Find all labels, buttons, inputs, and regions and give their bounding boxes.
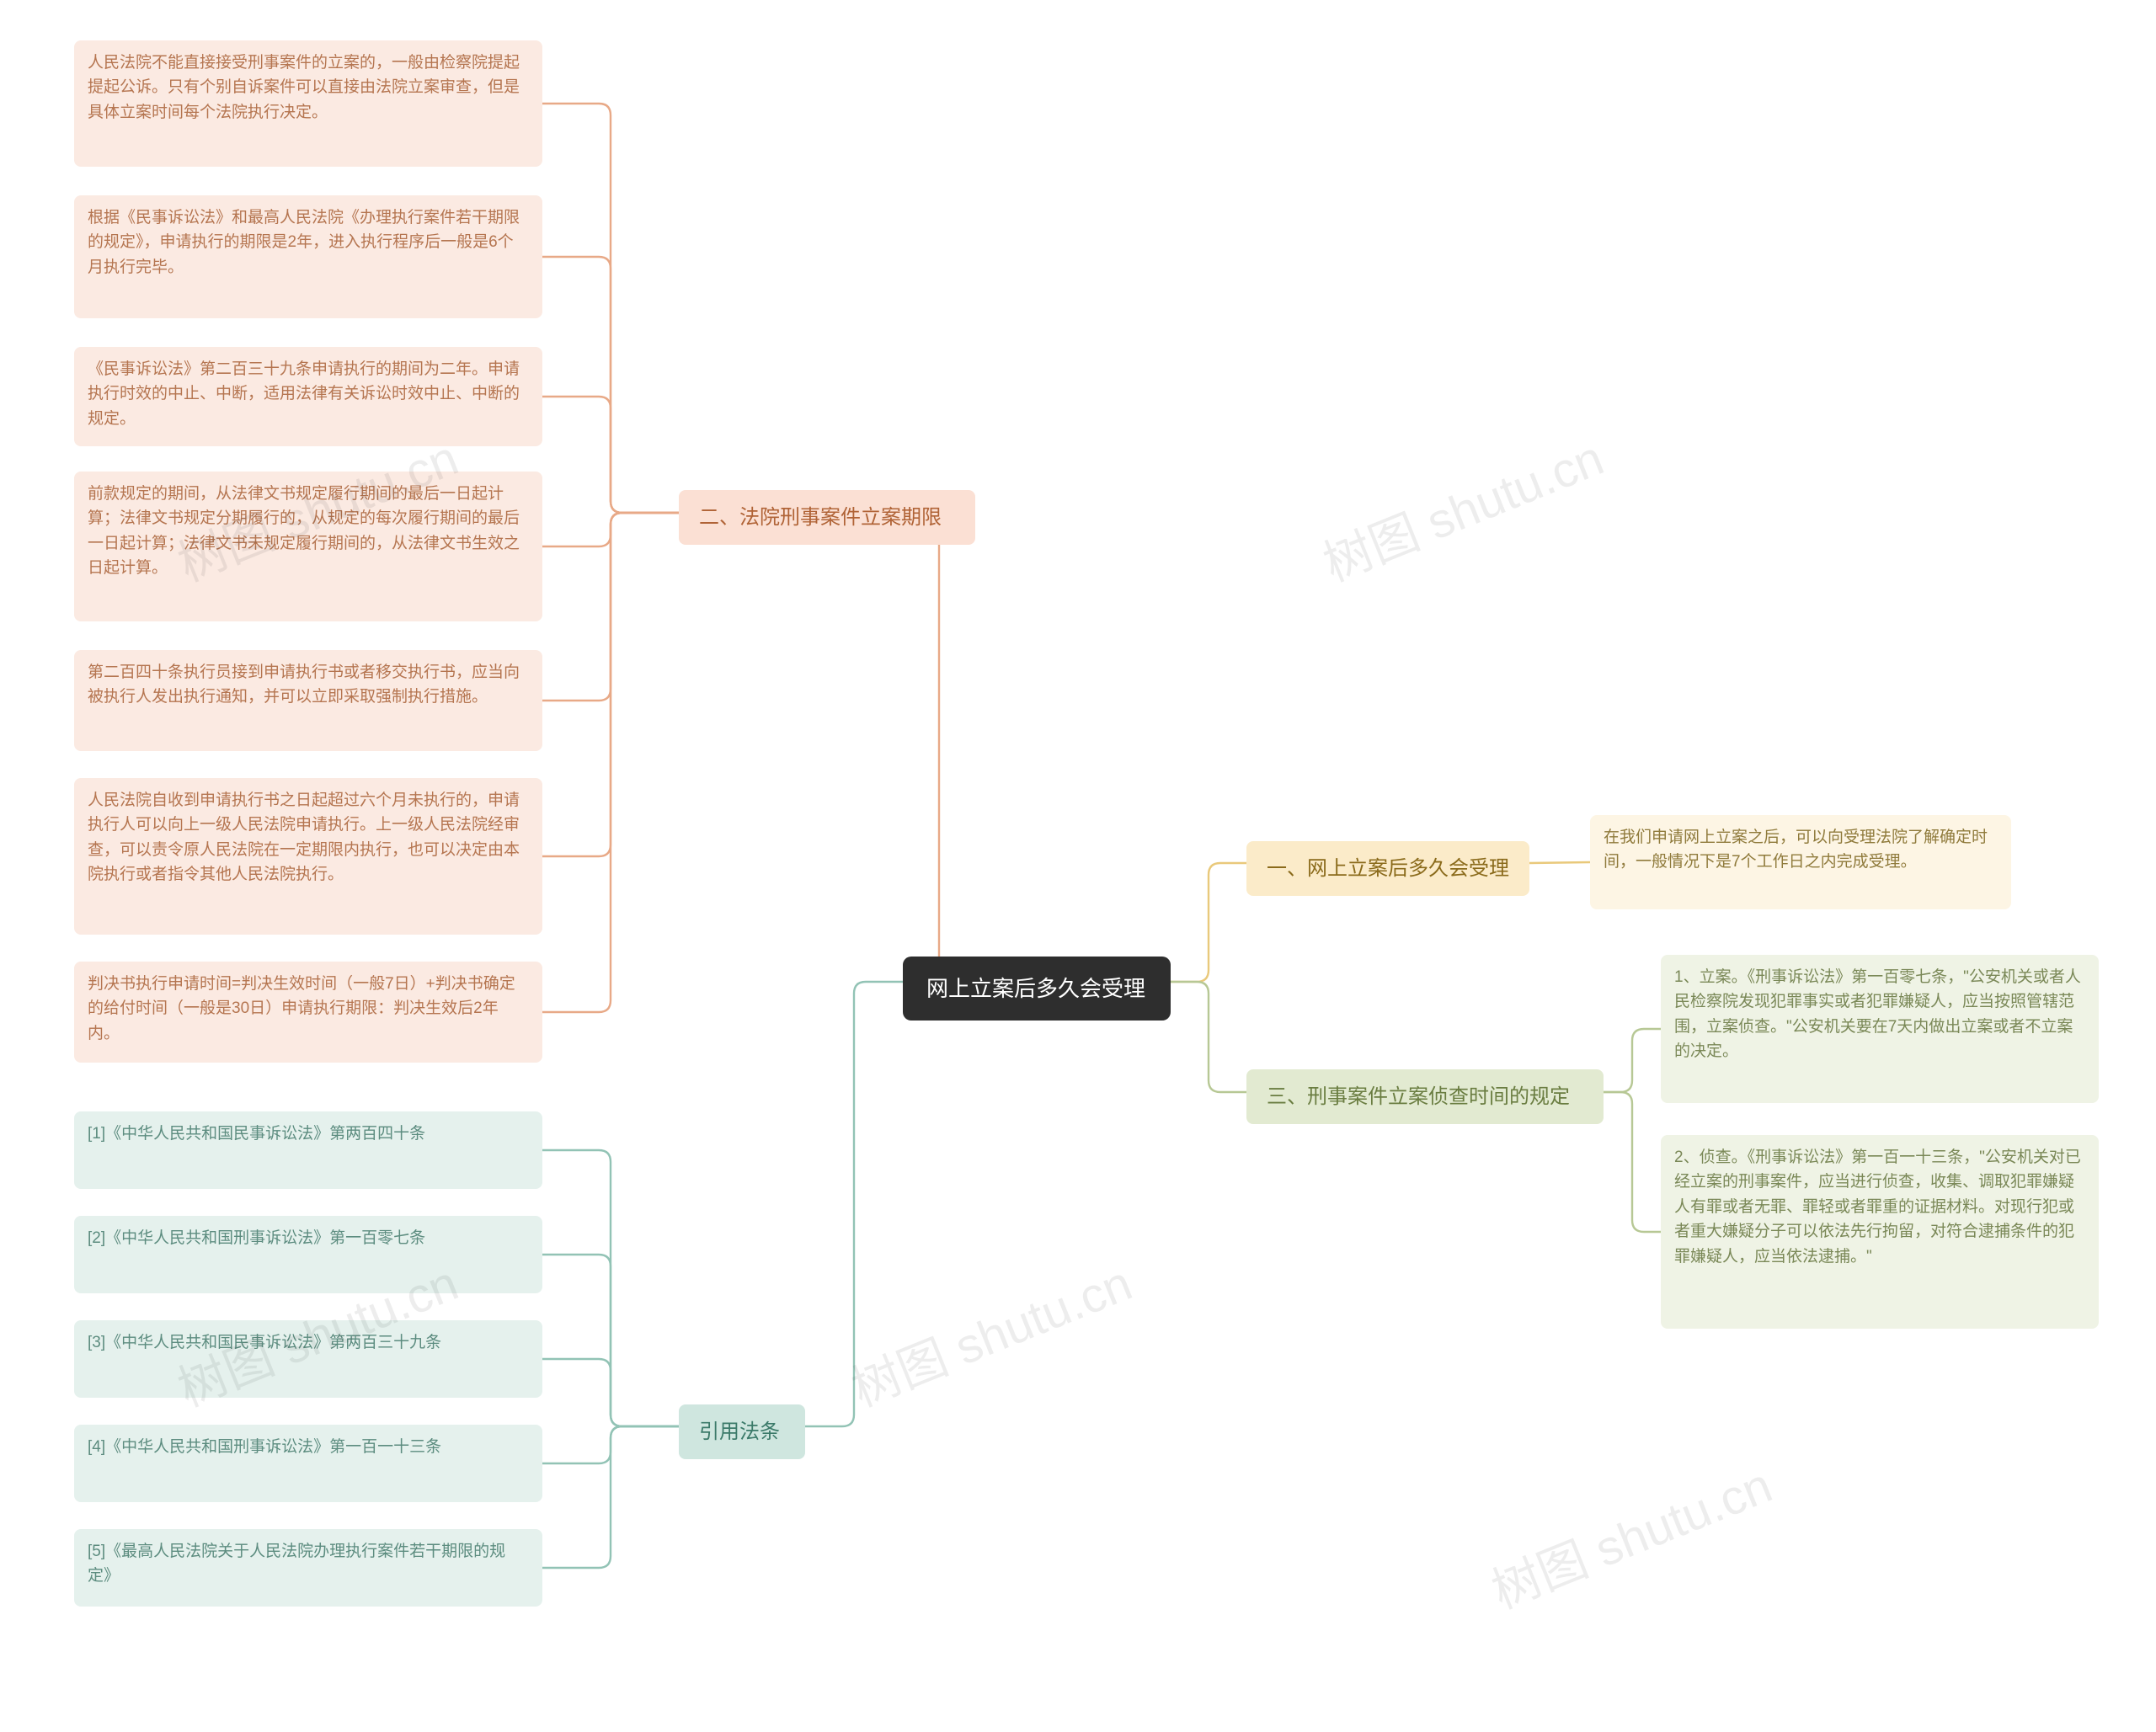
branch-node-b2: 二、法院刑事案件立案期限: [679, 490, 975, 545]
connector: [542, 104, 679, 513]
connector: [542, 1255, 679, 1426]
leaf-node: [1]《中华人民共和国民事诉讼法》第两百四十条: [74, 1111, 542, 1189]
watermark: 树图 shutu.cn: [1480, 1446, 1780, 1623]
leaf-node: 前款规定的期间，从法律文书规定履行期间的最后一日起计算；法律文书规定分期履行的，…: [74, 472, 542, 621]
connector: [542, 513, 679, 1012]
connector: [542, 257, 679, 513]
branch-node-b4: 引用法条: [679, 1404, 805, 1459]
connector: [542, 513, 679, 546]
leaf-node: 《民事诉讼法》第二百三十九条申请执行的期间为二年。申请执行时效的中止、中断，适用…: [74, 347, 542, 446]
connector: [1529, 862, 1590, 863]
connector: [542, 513, 679, 856]
connector: [542, 1426, 679, 1463]
leaf-node: 第二百四十条执行员接到申请执行书或者移交执行书，应当向被执行人发出执行通知，并可…: [74, 650, 542, 751]
connector: [542, 1359, 679, 1426]
leaf-node: [5]《最高人民法院关于人民法院办理执行案件若干期限的规定》: [74, 1529, 542, 1607]
connector: [805, 982, 903, 1426]
connector: [1171, 863, 1246, 982]
connector: [542, 513, 679, 701]
connector: [1604, 1092, 1661, 1232]
leaf-node: 人民法院不能直接接受刑事案件的立案的，一般由检察院提起提起公诉。只有个别自诉案件…: [74, 40, 542, 167]
leaf-node: [2]《中华人民共和国刑事诉讼法》第一百零七条: [74, 1216, 542, 1293]
connector: [542, 1150, 679, 1426]
watermark: 树图 shutu.cn: [1311, 418, 1612, 595]
connector: [1171, 982, 1246, 1092]
leaf-node: 根据《民事诉讼法》和最高人民法院《办理执行案件若干期限的规定》，申请执行的期限是…: [74, 195, 542, 318]
leaf-node: 判决书执行申请时间=判决生效时间（一般7日）+判决书确定的给付时间（一般是30日…: [74, 962, 542, 1063]
center-node: 网上立案后多久会受理: [903, 957, 1171, 1021]
leaf-node: 2、侦查。《刑事诉讼法》第一百一十三条，"公安机关对已经立案的刑事案件，应当进行…: [1661, 1135, 2099, 1329]
connector: [542, 1426, 679, 1568]
leaf-node: 在我们申请网上立案之后，可以向受理法院了解确定时间，一般情况下是7个工作日之内完…: [1590, 815, 2011, 909]
connector: [903, 513, 975, 982]
watermark: 树图 shutu.cn: [840, 1244, 1140, 1420]
branch-node-b1: 一、网上立案后多久会受理: [1246, 841, 1529, 896]
branch-node-b3: 三、刑事案件立案侦查时间的规定: [1246, 1069, 1604, 1124]
leaf-node: [3]《中华人民共和国民事诉讼法》第两百三十九条: [74, 1320, 542, 1398]
connector: [542, 397, 679, 513]
leaf-node: 人民法院自收到申请执行书之日起超过六个月未执行的，申请执行人可以向上一级人民法院…: [74, 778, 542, 935]
connector: [1604, 1029, 1661, 1092]
leaf-node: 1、立案。《刑事诉讼法》第一百零七条，"公安机关或者人民检察院发现犯罪事实或者犯…: [1661, 955, 2099, 1103]
leaf-node: [4]《中华人民共和国刑事诉讼法》第一百一十三条: [74, 1425, 542, 1502]
